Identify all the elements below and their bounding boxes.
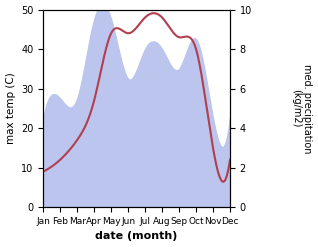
X-axis label: date (month): date (month) <box>95 231 178 242</box>
Y-axis label: max temp (C): max temp (C) <box>5 72 16 144</box>
Y-axis label: med. precipitation
(kg/m2): med. precipitation (kg/m2) <box>291 64 313 153</box>
